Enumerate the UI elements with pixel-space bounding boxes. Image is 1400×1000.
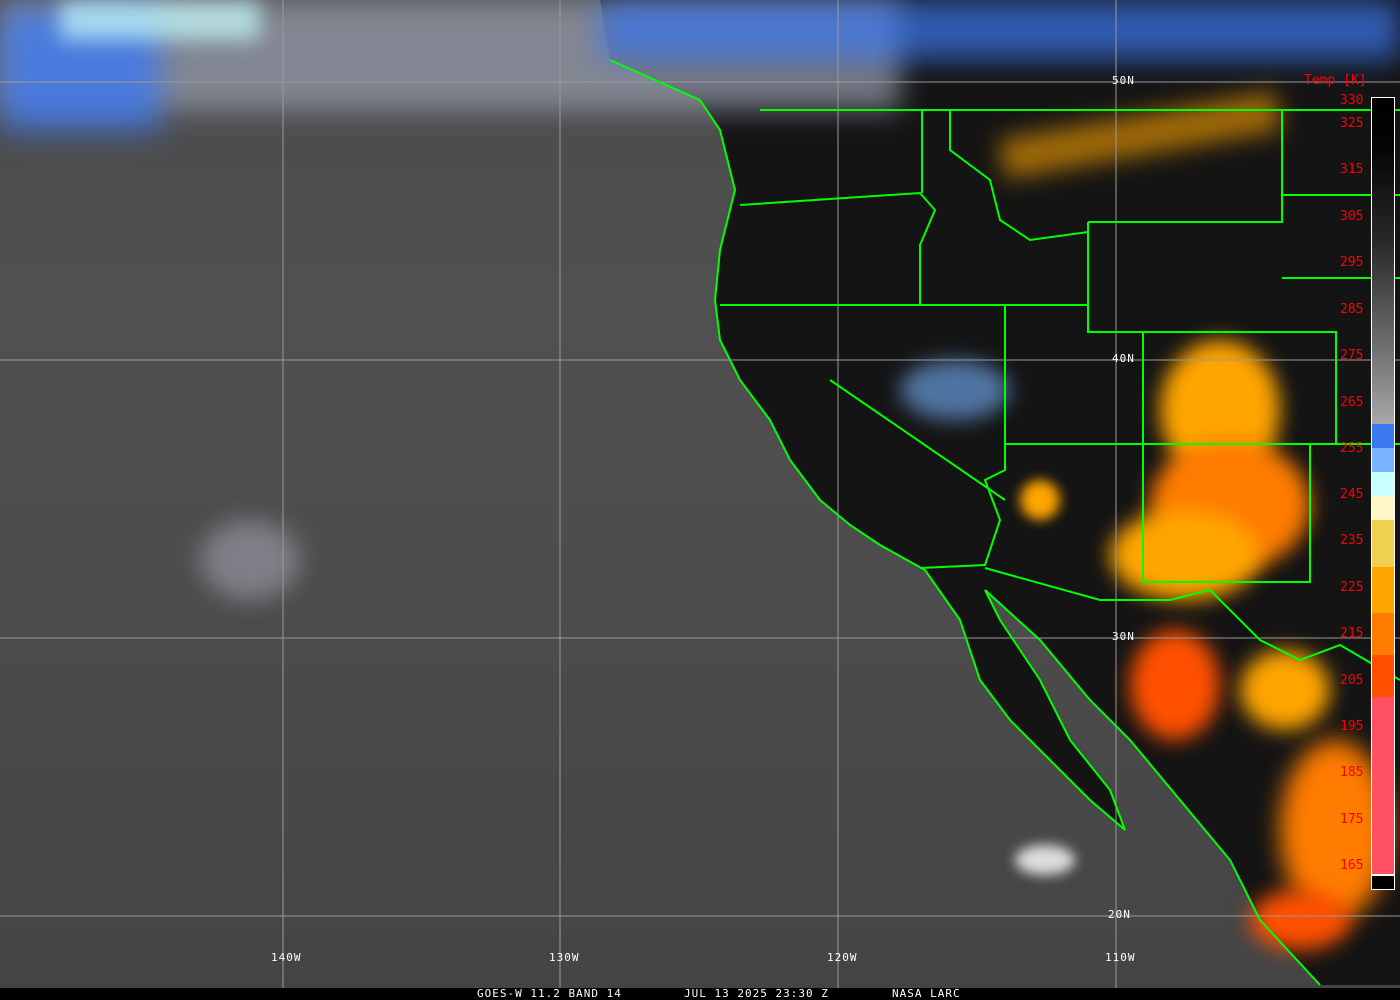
lat-label-50n: 50N [1112, 74, 1135, 87]
legend-tick-305: 305 [1340, 209, 1364, 224]
legend-tick-165: 165 [1340, 858, 1364, 873]
legend-tick-215: 215 [1340, 626, 1364, 641]
legend-tick-225: 225 [1340, 580, 1364, 595]
legend-tick-235: 235 [1340, 533, 1364, 548]
lon-label-110w: 110W [1105, 951, 1136, 964]
legend-tick-245: 245 [1340, 487, 1364, 502]
legend-tick-175: 175 [1340, 812, 1364, 827]
legend-tick-295: 295 [1340, 255, 1364, 270]
legend-tick-205: 205 [1340, 673, 1364, 688]
legend-tick-285: 285 [1340, 302, 1364, 317]
legend-tick-315: 315 [1340, 162, 1364, 177]
legend-tick-185: 185 [1340, 765, 1364, 780]
temperature-colorbar [1371, 97, 1395, 890]
lat-label-40n: 40N [1112, 352, 1135, 365]
legend-tick-195: 195 [1340, 719, 1364, 734]
legend-tick-330: 330 [1340, 93, 1364, 108]
image-caption: GOES-W 11.2 BAND 14 JUL 13 2025 23:30 Z … [0, 988, 1400, 1000]
legend-tick-325: 325 [1340, 116, 1364, 131]
legend-tick-275: 275 [1340, 348, 1364, 363]
legend-tick-265: 265 [1340, 395, 1364, 410]
caption-source: NASA LARC [892, 987, 961, 1000]
legend-title: Temp [K] [1304, 73, 1367, 88]
lon-label-130w: 130W [549, 951, 580, 964]
legend-tick-255: 255 [1340, 441, 1364, 456]
lon-label-120w: 120W [827, 951, 858, 964]
land-mass [600, 0, 1400, 985]
lon-label-140w: 140W [271, 951, 302, 964]
political-borders [609, 59, 1400, 986]
lat-label-20n: 20N [1108, 908, 1131, 921]
caption-satellite: GOES-W 11.2 BAND 14 [477, 987, 622, 1000]
caption-datetime: JUL 13 2025 23:30 Z [684, 987, 829, 1000]
lat-label-30n: 30N [1112, 630, 1135, 643]
